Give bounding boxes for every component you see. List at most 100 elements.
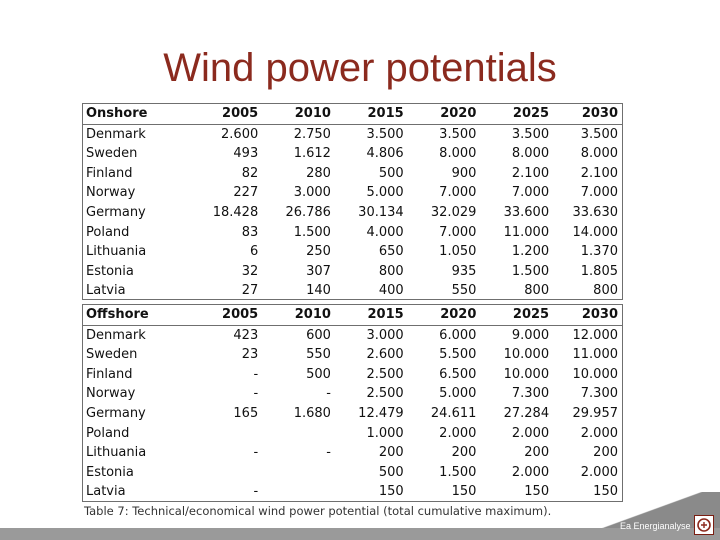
table-cell: 7.000 <box>580 185 618 201</box>
table-cell: Norway <box>86 185 136 201</box>
table-cell: Sweden <box>86 146 138 162</box>
table-cell: 9.000 <box>511 327 550 343</box>
table-cell: 10.000 <box>503 366 550 382</box>
table-cell: 800 <box>593 283 618 299</box>
table-cell: 1.805 <box>580 263 618 279</box>
table-cell: 280 <box>306 165 331 181</box>
column-header: 2010 <box>294 307 331 322</box>
table-cell: 4.806 <box>366 146 404 162</box>
table-cell: 2.500 <box>366 386 404 402</box>
table-cell: 150 <box>524 484 550 500</box>
table-cell <box>258 463 331 483</box>
column-header: 2015 <box>367 106 404 121</box>
brand-logo-icon <box>694 515 714 535</box>
table-cell: Germany <box>86 204 146 220</box>
table-cell: 650 <box>378 244 404 260</box>
table-caption: Table 7: Technical/economical wind power… <box>84 504 552 518</box>
table-cell: 165 <box>233 405 259 421</box>
table-cell: 200 <box>524 445 550 461</box>
table-cell: Latvia <box>86 283 126 299</box>
table-cell <box>186 424 259 444</box>
table-cell: 29.957 <box>572 405 619 421</box>
column-header: 2030 <box>581 106 618 121</box>
table-cell: 935 <box>451 263 477 279</box>
table-cell: 10.000 <box>572 366 619 382</box>
table-cell: 12.479 <box>358 405 404 421</box>
table-cell: 5.000 <box>366 185 404 201</box>
table-cell: 3.000 <box>293 185 331 201</box>
table-cell: 2.000 <box>580 425 618 441</box>
table-cell: 1.612 <box>293 146 331 162</box>
table-cell: 600 <box>306 327 331 343</box>
table-cell: 27 <box>241 283 259 299</box>
footer-bar <box>0 528 720 540</box>
table-cell: 150 <box>378 484 404 500</box>
table-cell: 10.000 <box>503 347 550 363</box>
table-cell: 1.370 <box>580 244 618 260</box>
table-cell: 500 <box>378 464 404 480</box>
table-cell: 1.050 <box>439 244 477 260</box>
table-row: Lithuania - - 200 200 200 200 <box>83 443 622 463</box>
table-row: Estonia 500 1.500 2.000 2.000 <box>83 463 622 483</box>
table-cell: 550 <box>451 283 477 299</box>
table-row: Poland 83 1.500 4.000 7.000 11.000 14.00… <box>83 223 622 243</box>
table-cell: 400 <box>378 283 404 299</box>
table-cell: 7.300 <box>511 386 550 402</box>
column-header: 2030 <box>581 307 618 322</box>
table-cell: 1.000 <box>366 425 404 441</box>
table-cell: 2.600 <box>366 347 404 363</box>
table-cell: 1.500 <box>439 464 477 480</box>
table-cell: 227 <box>233 185 259 201</box>
table-cell: - <box>253 484 259 500</box>
table-row: Sweden 23 550 2.600 5.500 10.000 11.000 <box>83 345 622 365</box>
table-cell: Poland <box>86 224 130 240</box>
table-header: Offshore 2005 2010 2015 2020 2025 2030 <box>83 305 622 326</box>
table-cell: Estonia <box>86 263 134 279</box>
table-cell <box>258 424 331 444</box>
table-cell: 200 <box>378 445 404 461</box>
table-cell: Norway <box>86 386 136 402</box>
onshore-table: Onshore 2005 2010 2015 2020 2025 2030 De… <box>82 103 623 300</box>
table-cell: Finland <box>86 165 133 181</box>
table-row: Estonia 32 307 800 935 1.500 1.805 <box>83 262 622 282</box>
column-header: 2020 <box>440 307 477 322</box>
table-cell: 200 <box>593 445 618 461</box>
table-cell: 4.000 <box>366 224 404 240</box>
table-cell: 800 <box>378 263 404 279</box>
table-cell: 12.000 <box>572 327 619 343</box>
table-cell: 2.000 <box>511 425 550 441</box>
table-cell: 83 <box>241 224 259 240</box>
table-cell: 82 <box>241 165 259 181</box>
table-cell: 30.134 <box>358 204 404 220</box>
table-row: Poland 1.000 2.000 2.000 2.000 <box>83 424 622 444</box>
table-cell: 8.000 <box>511 146 550 162</box>
table-cell: 3.000 <box>366 327 404 343</box>
table-cell: 423 <box>233 327 259 343</box>
table-row: Finland 82 280 500 900 2.100 2.100 <box>83 164 622 184</box>
table-cell: 5.000 <box>439 386 477 402</box>
table-cell: 26.786 <box>285 204 331 220</box>
table-cell: Sweden <box>86 347 138 363</box>
table-cell: 1.500 <box>293 224 331 240</box>
table-cell: 11.000 <box>503 224 550 240</box>
column-header: 2025 <box>512 307 550 322</box>
table-cell: 200 <box>451 445 477 461</box>
table-cell: 7.000 <box>439 224 477 240</box>
table-row: Latvia - 150 150 150 150 <box>83 482 622 502</box>
table-cell: 2.000 <box>439 425 477 441</box>
table-cell: 7.000 <box>439 185 477 201</box>
column-header: 2020 <box>440 106 477 121</box>
column-header: 2025 <box>512 106 550 121</box>
table-cell <box>258 482 331 502</box>
table-cell: 11.000 <box>572 347 619 363</box>
table-cell: Denmark <box>86 126 146 142</box>
table-cell: 8.000 <box>580 146 618 162</box>
column-header: Onshore <box>86 106 148 121</box>
table-cell: 23 <box>241 347 259 363</box>
column-header: 2010 <box>294 106 331 121</box>
table-cell: 33.600 <box>503 204 550 220</box>
table-row: Sweden 493 1.612 4.806 8.000 8.000 8.000 <box>83 144 622 164</box>
table-row: Germany 18.428 26.786 30.134 32.029 33.6… <box>83 203 622 223</box>
table-cell: 550 <box>306 347 331 363</box>
table-cell: 2.600 <box>221 126 259 142</box>
